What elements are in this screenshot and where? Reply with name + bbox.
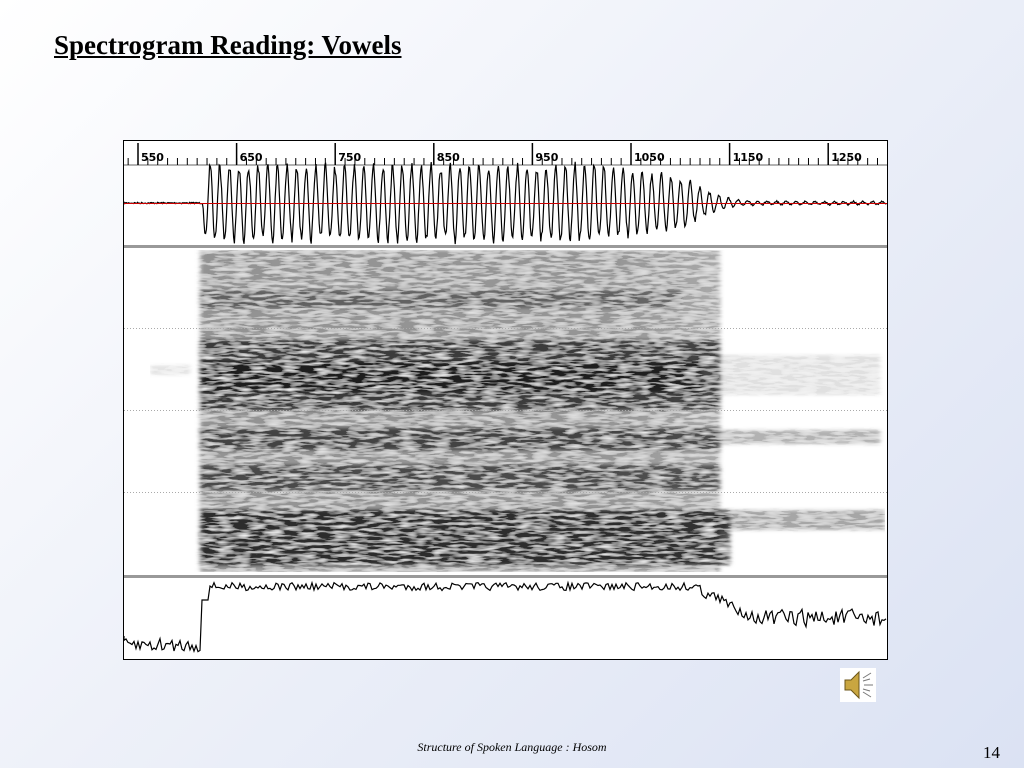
time-axis: 550 650 750 850 950 1050 1150 1250 bbox=[127, 143, 878, 165]
speaker-body bbox=[844, 670, 860, 700]
time-axis-label: 1250 bbox=[831, 151, 862, 164]
spectrogram-gridlines bbox=[124, 328, 887, 493]
time-axis-label: 550 bbox=[141, 151, 164, 164]
time-axis-label: 950 bbox=[535, 151, 558, 164]
time-axis-label: 650 bbox=[240, 151, 263, 164]
speaker-waves bbox=[862, 672, 873, 698]
waveform bbox=[123, 161, 887, 245]
time-axis-label: 1050 bbox=[634, 151, 665, 164]
speaker-icon[interactable] bbox=[840, 668, 876, 702]
page-number: 14 bbox=[983, 743, 1000, 762]
energy-contour bbox=[123, 580, 887, 654]
footer: Structure of Spoken Language : Hosom bbox=[417, 740, 607, 754]
time-axis-label: 750 bbox=[338, 151, 361, 164]
time-axis-label: 1150 bbox=[733, 151, 764, 164]
time-axis-label: 850 bbox=[437, 151, 460, 164]
slide-title: Spectrogram Reading: Vowels bbox=[54, 30, 402, 60]
